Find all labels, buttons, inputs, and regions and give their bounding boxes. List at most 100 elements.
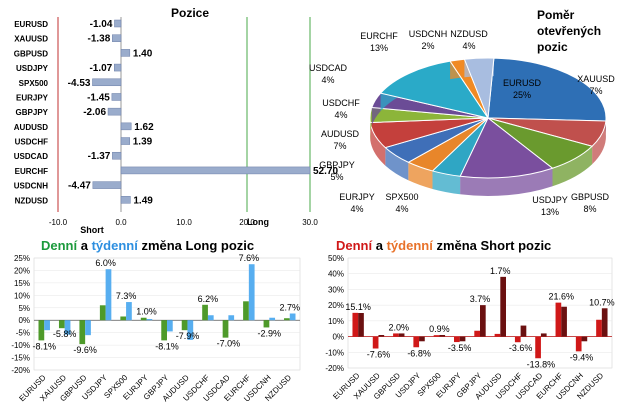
pie-slice	[459, 117, 554, 179]
chart4-value-label: -3.6%	[509, 343, 533, 353]
chart4-bar	[601, 308, 608, 337]
pie-slice-value: 4%	[395, 204, 408, 214]
pie-slice	[379, 60, 490, 119]
chart4-y-tick: 0%	[332, 333, 344, 342]
chart4-bar	[439, 335, 446, 337]
chart1-bar	[120, 49, 131, 57]
chart3-value-label: -2.9%	[258, 328, 282, 338]
pie-slice	[487, 57, 607, 122]
chart4-value-label: 0.9%	[429, 324, 450, 334]
pie-slice-name: USDCHF	[322, 98, 360, 108]
chart3-y-tick: 15%	[14, 279, 30, 288]
chart3-bar	[243, 301, 249, 321]
chart4-bar	[540, 333, 547, 337]
chart4-bar	[535, 336, 541, 359]
chart4-bar	[561, 306, 567, 337]
chart1-category-label: EURJPY	[16, 93, 49, 102]
chart1-category-label: EURUSD	[14, 20, 48, 29]
chart4-value-label: -6.8%	[407, 348, 431, 358]
chart4-bar	[480, 305, 486, 337]
pie-slice-value: 8%	[583, 204, 596, 214]
chart3-bar	[181, 320, 188, 331]
chart4-bar	[378, 335, 385, 337]
chart3-title-part: týdenní	[92, 238, 139, 253]
chart3-bar	[146, 318, 153, 321]
chart1-bar	[107, 107, 122, 116]
pie-slice-value: 2%	[421, 41, 434, 51]
pie-slice-name: XAUUSD	[577, 74, 615, 84]
chart3-y-tick: 25%	[14, 254, 30, 263]
chart4-bar	[474, 330, 480, 337]
chart1-bar	[112, 151, 122, 160]
chart3-bar	[248, 264, 255, 321]
pie-slice-name: USDCNH	[409, 29, 448, 39]
chart3-bar	[269, 317, 276, 321]
chart1-bar	[114, 63, 122, 72]
chart3-value-label: -5.8%	[53, 329, 77, 339]
pie-slice-value: 25%	[513, 90, 531, 100]
chart3-title-part: změna Long pozic	[138, 238, 254, 253]
chart1-bar	[111, 93, 122, 101]
chart4-value-label: 3.7%	[470, 294, 491, 304]
chart3-bar	[38, 320, 45, 341]
chart3-value-label: 7.3%	[116, 291, 137, 301]
chart3-bar	[263, 320, 270, 328]
pie-slice-value: 13%	[370, 43, 388, 53]
chart4-y-tick: -10%	[325, 348, 344, 357]
chart4-value-label: 21.6%	[548, 292, 574, 302]
chart3-bar	[202, 304, 208, 321]
chart1-value-label: 1.49	[133, 195, 153, 206]
pie-slice-name: GBPUSD	[571, 192, 610, 202]
chart2-title-line: Poměr	[537, 8, 575, 22]
chart3-value-label: 1.0%	[136, 307, 157, 317]
chart1-category-label: NZDUSD	[15, 196, 49, 205]
chart4-y-tick: 40%	[328, 270, 344, 279]
chart1-value-label: 1.39	[133, 137, 153, 148]
chart1-short-label: Short	[80, 225, 104, 235]
chart3-bar	[44, 320, 50, 331]
chart1-bar	[92, 181, 122, 189]
chart4-value-label: 2.0%	[389, 322, 410, 332]
chart4-value-label: 10.7%	[589, 297, 615, 307]
pie-slice-side	[370, 122, 386, 166]
pie-slice-value: 4%	[334, 110, 347, 120]
chart4-bar	[514, 336, 521, 343]
chart1-category-label: SPX500	[19, 79, 49, 88]
chart4-y-tick: 50%	[328, 254, 344, 263]
chart3-value-label: 6.2%	[198, 294, 219, 304]
chart4-title-part: změna Short pozic	[433, 238, 551, 253]
chart4-bar	[520, 325, 527, 337]
chart4-title-part: týdenní	[387, 238, 434, 253]
chart1-bar	[114, 19, 122, 28]
chart1-x-tick: 20.0	[239, 218, 255, 227]
chart1-category-label: USDCAD	[14, 152, 48, 161]
chart3-y-tick: 10%	[14, 291, 30, 300]
chart3-bar	[289, 313, 296, 321]
chart3-bar	[79, 320, 86, 345]
chart4-bar	[575, 336, 582, 352]
chart3-title-part: Denní	[41, 238, 78, 253]
pie-slice-name: USDJPY	[532, 195, 568, 205]
pie-slice-value: 4%	[462, 41, 475, 51]
chart4-value-label: -7.6%	[367, 350, 391, 360]
chart1-value-label: 52.70	[313, 166, 338, 177]
chart4-bar	[494, 333, 501, 337]
pie-slice-side	[460, 168, 553, 197]
chart4-title-part: a	[372, 238, 386, 253]
chart3-value-label: -8.1%	[32, 341, 56, 351]
chart1-category-label: USDJPY	[16, 64, 49, 73]
chart3-bar	[140, 317, 147, 321]
pie-slice-side	[552, 146, 593, 187]
pie-slice-value: 13%	[541, 207, 559, 217]
pie-slice-value: 4%	[321, 75, 334, 85]
chart1-category-label: EURCHF	[15, 167, 48, 176]
chart3-value-label: 7.6%	[239, 253, 260, 263]
chart1-bar	[112, 34, 122, 42]
chart1-value-label: -1.37	[88, 151, 111, 162]
chart1-bar	[92, 78, 122, 87]
chart3-bar	[187, 320, 194, 340]
chart3-bar	[126, 302, 132, 321]
chart3-bar	[167, 320, 173, 332]
chart1-bar	[120, 196, 131, 204]
chart4-y-tick: 20%	[328, 301, 344, 310]
